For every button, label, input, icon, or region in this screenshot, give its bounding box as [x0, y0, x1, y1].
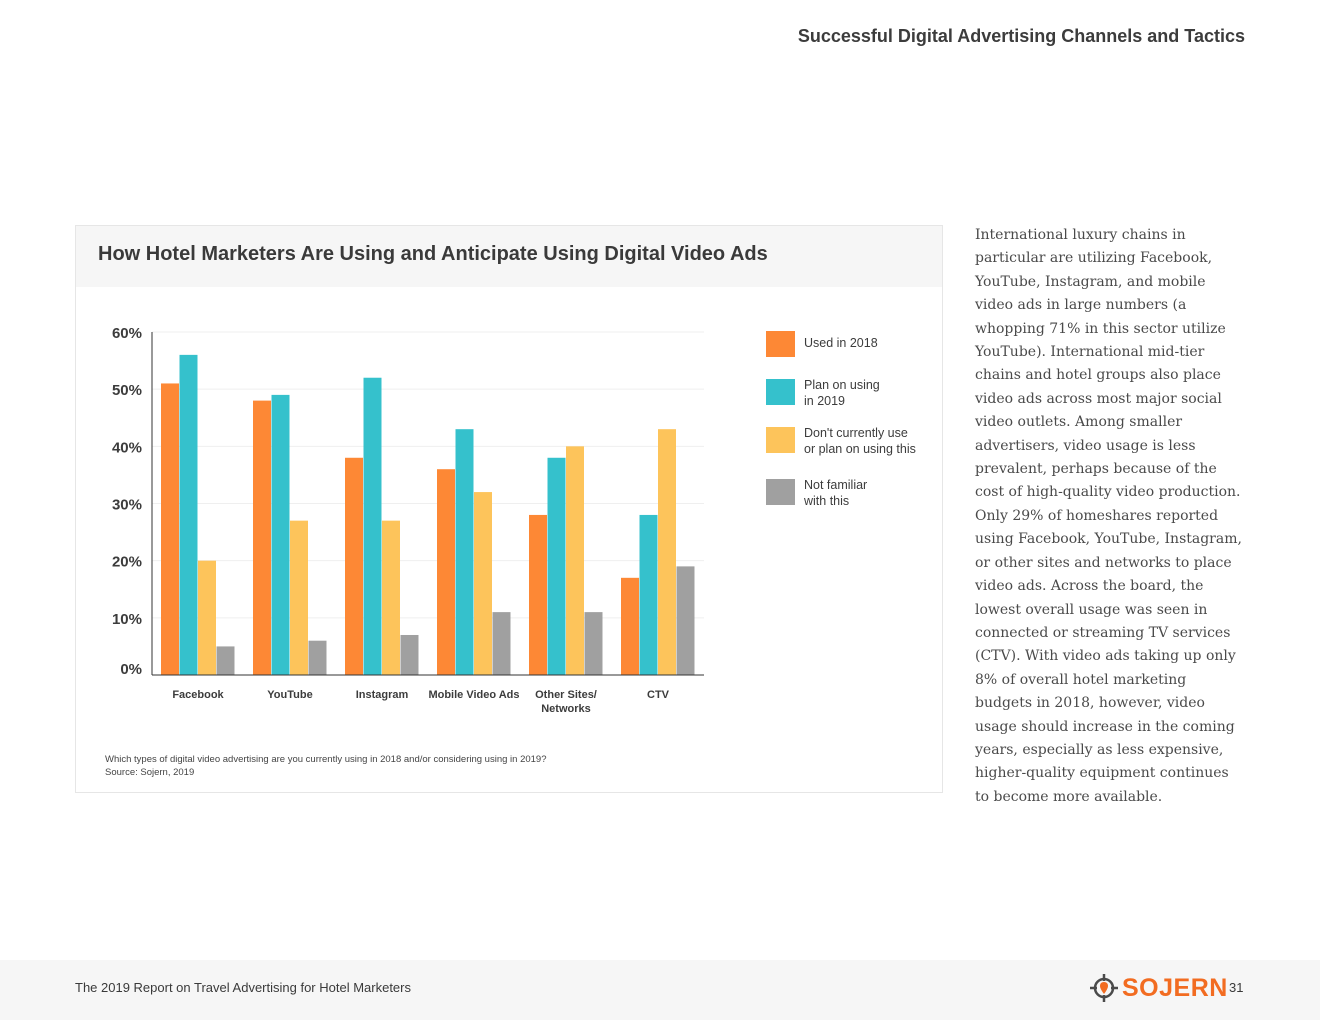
bar [345, 457, 363, 675]
x-tick-label: CTV [647, 689, 670, 701]
bar [271, 394, 290, 675]
chart-source: Source: Sojern, 2019 [105, 767, 195, 778]
bar [308, 640, 327, 675]
y-tick-label: 30% [112, 497, 142, 514]
bar [584, 612, 603, 675]
bar [639, 514, 658, 675]
page-number: 31 [1229, 980, 1244, 995]
bar [676, 566, 695, 675]
y-tick-label: 40% [112, 439, 142, 456]
bar [290, 520, 308, 675]
section-title: Successful Digital Advertising Channels … [797, 26, 1245, 46]
report-title: The 2019 Report on Travel Advertising fo… [75, 980, 411, 995]
bar [161, 383, 179, 675]
bar [547, 457, 566, 675]
page-footer: The 2019 Report on Travel Advertising fo… [0, 960, 1320, 1020]
bar [474, 492, 492, 675]
legend-label: Don't currently use or plan on using this [804, 426, 916, 456]
y-tick-label: 10% [112, 611, 142, 628]
survey-question: Which types of digital video advertising… [105, 754, 547, 765]
legend-swatch [766, 479, 795, 505]
legend-label: Used in 2018 [804, 336, 878, 350]
chart-title: How Hotel Marketers Are Using and Antici… [98, 243, 768, 265]
x-tick-label: Facebook [172, 689, 224, 701]
y-tick-label: 0% [120, 661, 142, 678]
legend-label: Not familiar with this [804, 478, 868, 508]
x-tick-label: Other Sites/ [535, 689, 597, 701]
x-tick-label: YouTube [267, 689, 312, 701]
chart-card: How Hotel Marketers Are Using and Antici… [75, 225, 943, 793]
bar [621, 577, 639, 675]
bar [198, 560, 216, 675]
bar [492, 612, 511, 675]
bar [455, 429, 474, 675]
chart-card-header: How Hotel Marketers Are Using and Antici… [76, 226, 942, 287]
x-tick-label: Instagram [356, 689, 409, 701]
bar [253, 400, 271, 675]
bar [437, 469, 455, 675]
chart-note: Which types of digital video advertising… [105, 753, 547, 779]
y-tick-label: 20% [112, 554, 142, 571]
legend-swatch [766, 427, 795, 453]
bar [529, 514, 547, 675]
legend-swatch [766, 331, 795, 357]
bar [382, 520, 400, 675]
bar [658, 429, 676, 675]
bar [363, 377, 382, 675]
legend-swatch [766, 379, 795, 405]
y-tick-label: 50% [112, 382, 142, 399]
logo-wordmark: SOJERN [1122, 974, 1228, 1002]
bar [216, 646, 235, 675]
x-tick-label: Mobile Video Ads [428, 689, 519, 701]
legend-label: Plan on using in 2019 [804, 378, 880, 408]
body-paragraph: International luxury chains in particula… [975, 227, 1242, 805]
x-tick-label: Networks [541, 703, 591, 715]
bar [400, 634, 419, 675]
bar-chart: 0% 10% 20% 30% 40% 50% 60% Facebook YouTube Insta… [112, 325, 704, 715]
crosshair-pin-icon [1090, 974, 1118, 1002]
bar [566, 446, 584, 675]
bar [179, 354, 198, 675]
y-tick-label: 60% [112, 325, 142, 342]
